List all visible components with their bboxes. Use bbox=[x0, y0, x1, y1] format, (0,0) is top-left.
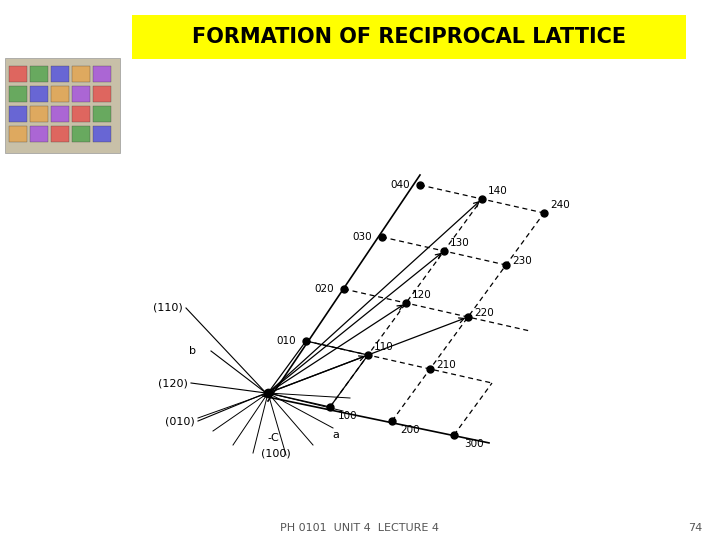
Text: -C: -C bbox=[267, 433, 279, 443]
Text: 040: 040 bbox=[390, 180, 410, 190]
Text: 020: 020 bbox=[314, 284, 333, 294]
Text: 120: 120 bbox=[412, 290, 432, 300]
Text: a: a bbox=[333, 430, 339, 440]
Text: (120): (120) bbox=[158, 378, 188, 388]
Text: 240: 240 bbox=[550, 200, 570, 210]
Text: 300: 300 bbox=[464, 439, 484, 449]
FancyBboxPatch shape bbox=[30, 106, 48, 122]
FancyBboxPatch shape bbox=[30, 86, 48, 102]
Text: 110: 110 bbox=[374, 342, 394, 352]
FancyBboxPatch shape bbox=[30, 126, 48, 142]
FancyBboxPatch shape bbox=[132, 15, 686, 59]
FancyBboxPatch shape bbox=[72, 106, 90, 122]
Text: 030: 030 bbox=[352, 232, 372, 242]
Text: 220: 220 bbox=[474, 308, 494, 318]
Text: 130: 130 bbox=[450, 238, 469, 248]
FancyBboxPatch shape bbox=[51, 66, 69, 82]
Text: PH 0101  UNIT 4  LECTURE 4: PH 0101 UNIT 4 LECTURE 4 bbox=[281, 523, 439, 533]
FancyBboxPatch shape bbox=[5, 58, 120, 153]
FancyBboxPatch shape bbox=[30, 66, 48, 82]
Text: 210: 210 bbox=[436, 360, 456, 370]
FancyBboxPatch shape bbox=[93, 126, 111, 142]
FancyBboxPatch shape bbox=[93, 106, 111, 122]
Text: FORMATION OF RECIPROCAL LATTICE: FORMATION OF RECIPROCAL LATTICE bbox=[192, 27, 626, 47]
Text: 100: 100 bbox=[338, 411, 358, 421]
FancyBboxPatch shape bbox=[51, 86, 69, 102]
FancyBboxPatch shape bbox=[9, 86, 27, 102]
FancyBboxPatch shape bbox=[72, 126, 90, 142]
Text: 74: 74 bbox=[688, 523, 702, 533]
Text: 140: 140 bbox=[488, 186, 508, 196]
FancyBboxPatch shape bbox=[51, 106, 69, 122]
Text: b: b bbox=[189, 346, 197, 356]
FancyBboxPatch shape bbox=[9, 66, 27, 82]
FancyBboxPatch shape bbox=[72, 66, 90, 82]
FancyBboxPatch shape bbox=[93, 86, 111, 102]
Text: (010): (010) bbox=[165, 416, 195, 426]
FancyBboxPatch shape bbox=[51, 126, 69, 142]
Text: (100): (100) bbox=[261, 448, 291, 458]
FancyBboxPatch shape bbox=[9, 126, 27, 142]
FancyBboxPatch shape bbox=[72, 86, 90, 102]
FancyBboxPatch shape bbox=[93, 66, 111, 82]
Text: 010: 010 bbox=[276, 336, 296, 346]
FancyBboxPatch shape bbox=[9, 106, 27, 122]
Text: (110): (110) bbox=[153, 303, 183, 313]
Text: 200: 200 bbox=[400, 425, 420, 435]
Text: 230: 230 bbox=[512, 256, 532, 266]
